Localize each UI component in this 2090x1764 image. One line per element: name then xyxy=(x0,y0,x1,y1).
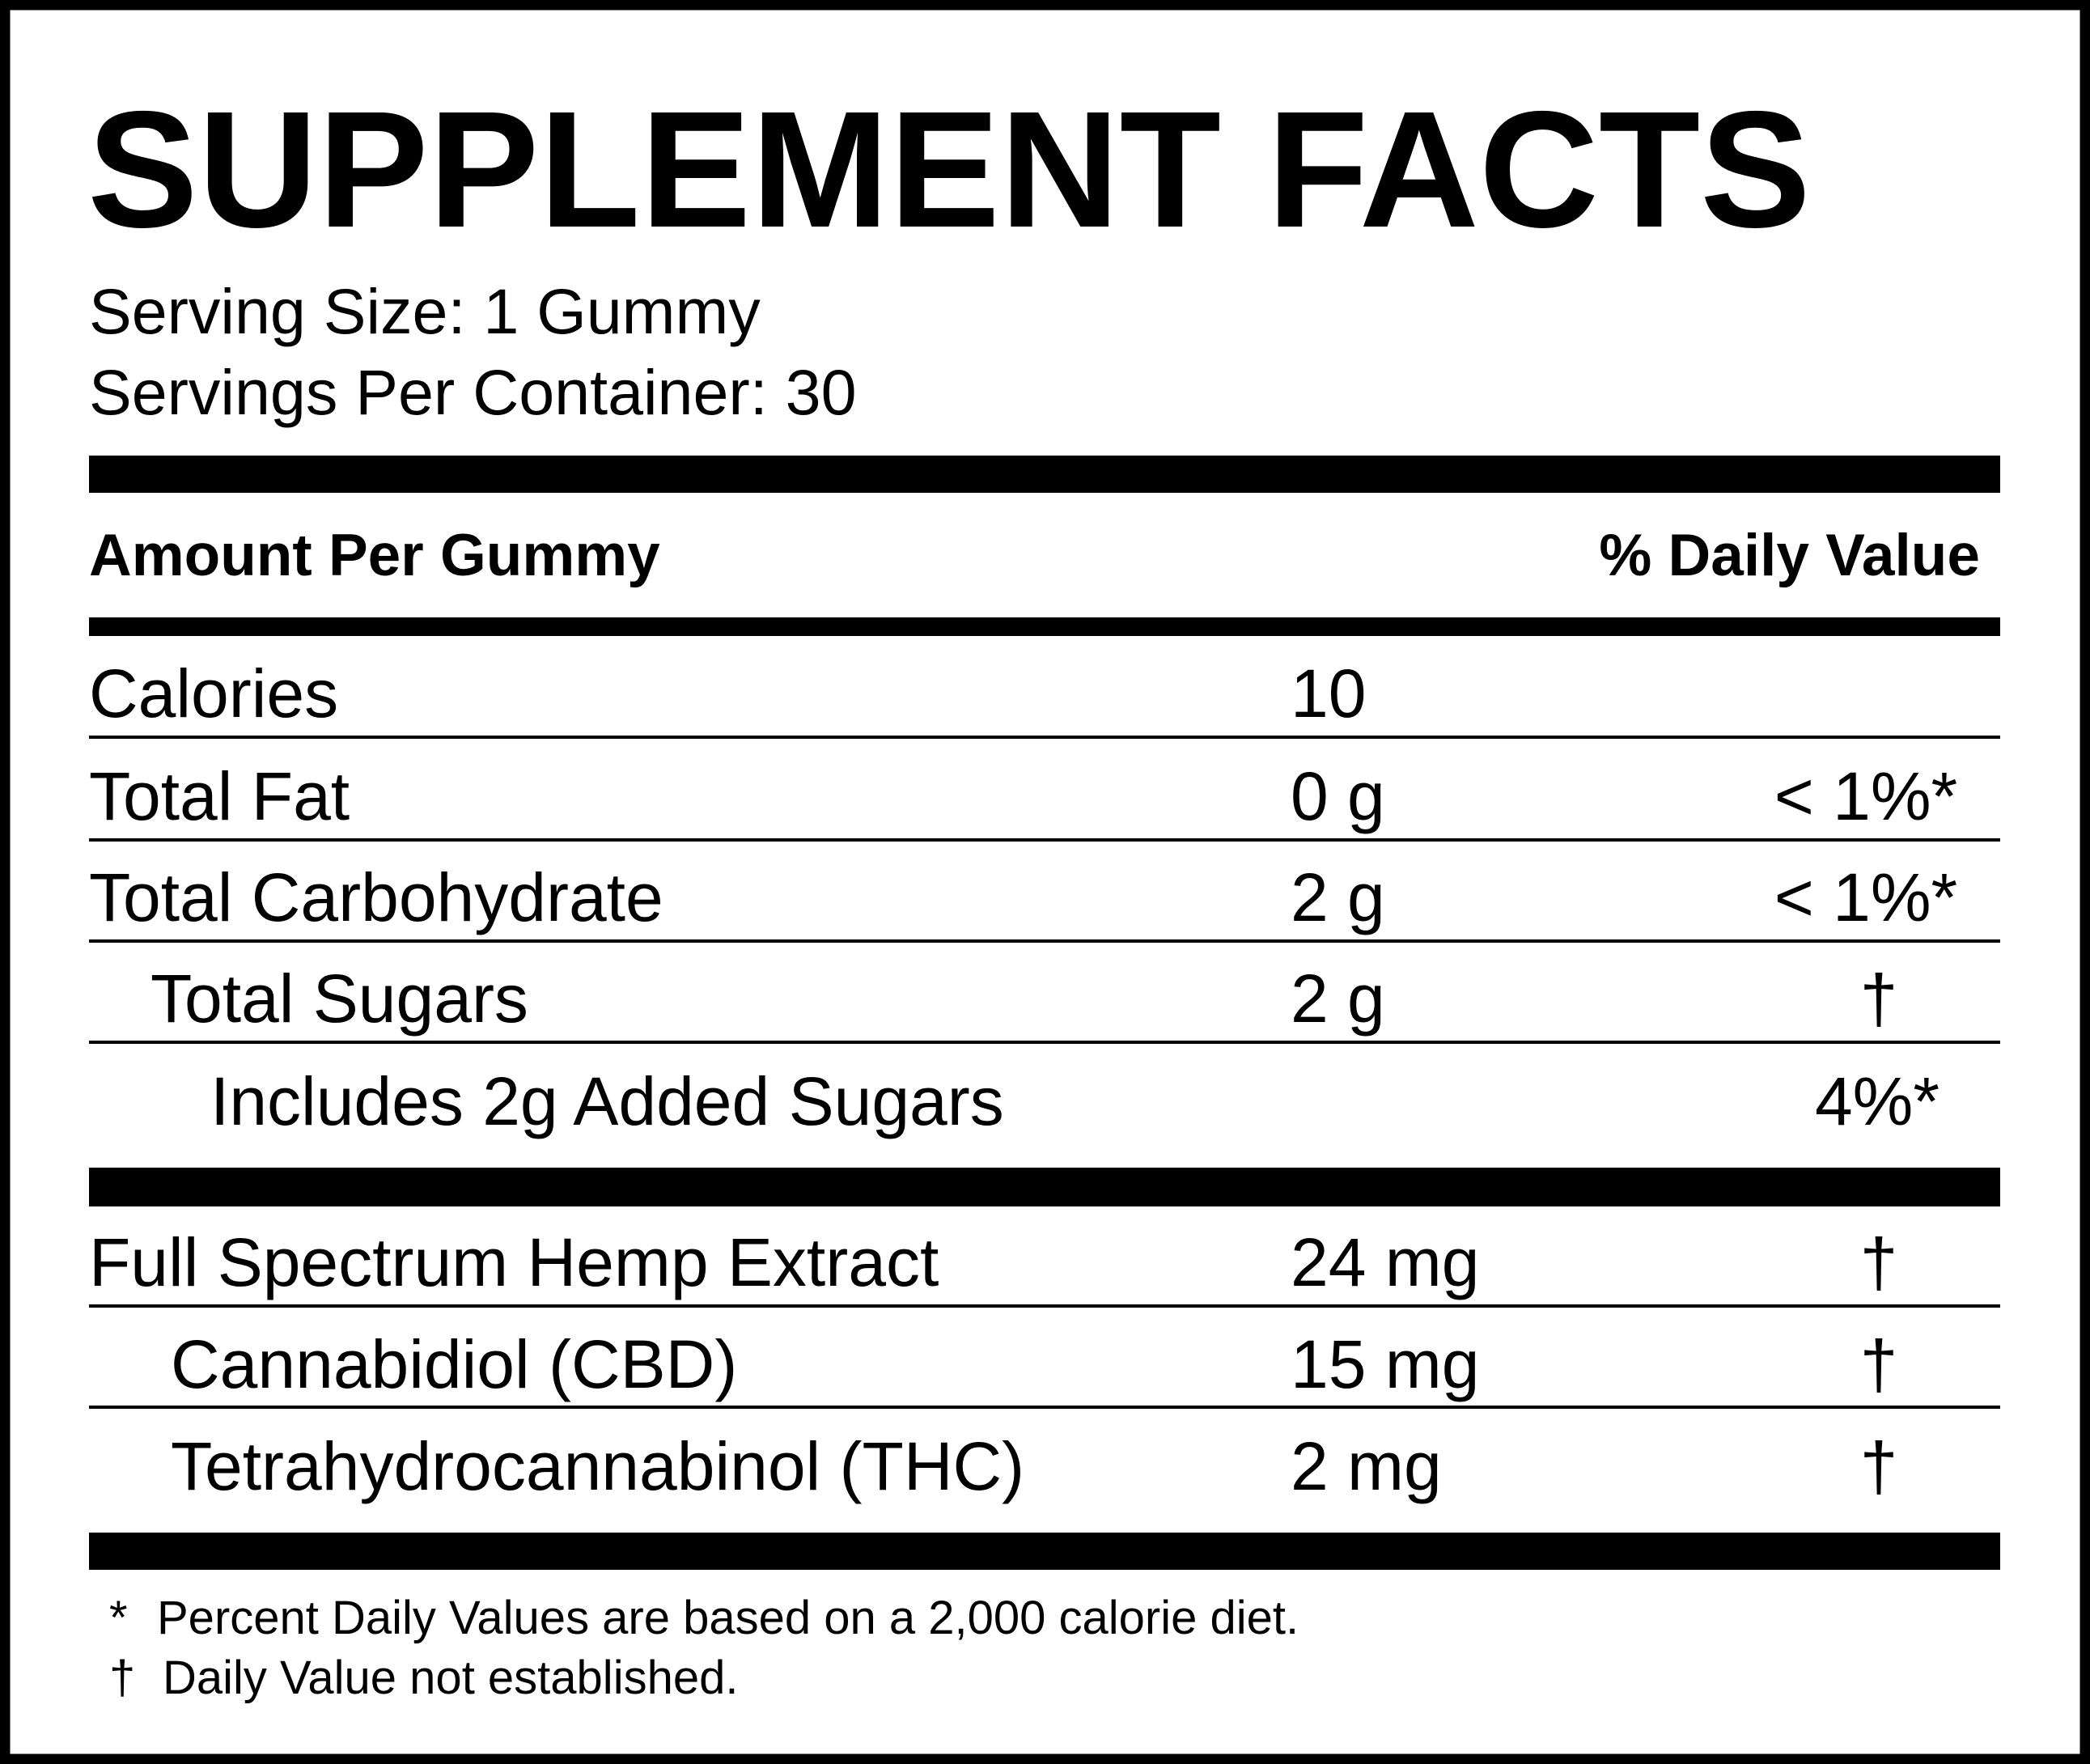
row-dv: † xyxy=(1860,960,1898,1037)
column-header: Amount Per Gummy xyxy=(89,523,660,588)
row-dv: 4%* xyxy=(1815,1063,1940,1139)
row-amount: 0 g xyxy=(1291,758,1385,834)
row-label: Total Sugars xyxy=(150,960,528,1037)
footnote-symbol: † xyxy=(109,1652,135,1704)
row-amount: 15 mg xyxy=(1291,1326,1479,1402)
row-label: Total Carbohydrate xyxy=(89,859,663,935)
row-amount: 2 g xyxy=(1291,960,1385,1037)
thick-rule xyxy=(89,1533,2000,1570)
row-label: Tetrahydrocannabinol (THC) xyxy=(171,1428,1024,1504)
row-dv: † xyxy=(1860,1224,1898,1300)
footnote-symbol: * xyxy=(109,1592,128,1644)
row-label: Includes 2g Added Sugars xyxy=(210,1063,1004,1139)
footnote-text: Daily Value not established. xyxy=(163,1652,738,1704)
row-amount: 24 mg xyxy=(1291,1224,1479,1300)
thick-rule xyxy=(89,456,2000,493)
thick-rule xyxy=(89,1168,2000,1206)
row-label: Calories xyxy=(89,655,338,731)
thin-rule xyxy=(89,939,2000,943)
row-label: Cannabidiol (CBD) xyxy=(171,1326,737,1402)
thin-rule xyxy=(89,1406,2000,1409)
row-dv: † xyxy=(1860,1326,1898,1402)
thin-rule xyxy=(89,1304,2000,1308)
thin-rule xyxy=(89,838,2000,842)
column-header: % Daily Value xyxy=(1599,523,1980,588)
servings-per-container: Servings Per Container: 30 xyxy=(89,356,857,428)
thick-rule xyxy=(89,617,2000,636)
row-label: Full Spectrum Hemp Extract xyxy=(89,1224,939,1300)
row-amount: 2 g xyxy=(1291,859,1385,935)
thin-rule xyxy=(89,736,2000,739)
thin-rule xyxy=(89,1041,2000,1044)
serving-size: Serving Size: 1 Gummy xyxy=(89,275,761,347)
footnote-text: Percent Daily Values are based on a 2,00… xyxy=(157,1592,1299,1644)
row-dv: < 1%* xyxy=(1774,859,1958,935)
row-dv: † xyxy=(1860,1428,1898,1504)
row-amount: 10 xyxy=(1291,655,1366,731)
row-dv: < 1%* xyxy=(1774,758,1958,834)
title: SUPPLEMENT FACTS xyxy=(87,77,1811,262)
row-label: Total Fat xyxy=(89,758,350,834)
row-amount: 2 mg xyxy=(1291,1428,1442,1504)
